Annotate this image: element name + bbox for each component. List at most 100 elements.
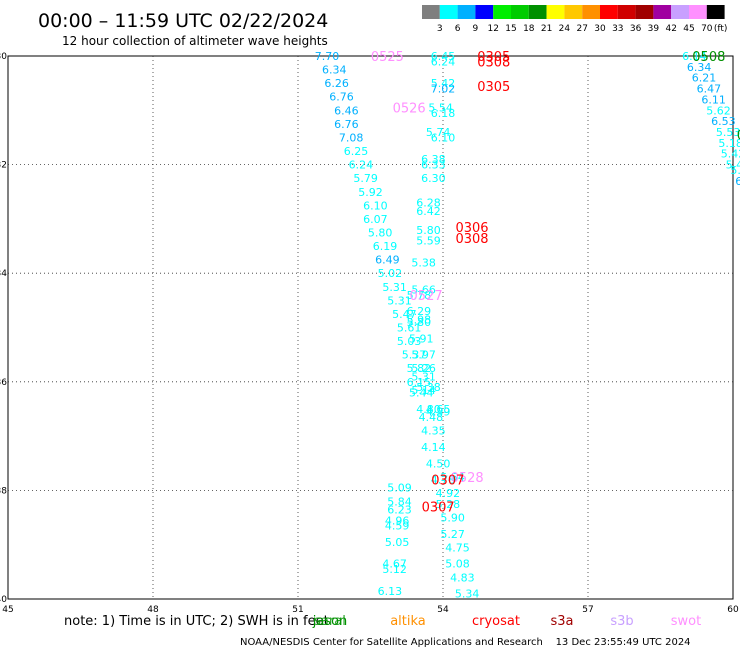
legend-swatch bbox=[422, 5, 440, 19]
swh-value: 6.33 bbox=[421, 159, 446, 172]
swh-value: 5.80 bbox=[407, 316, 432, 329]
pass-time-labels: 0525052605270528030503080305030603080307… bbox=[371, 50, 740, 516]
lon-tick: 51 bbox=[292, 605, 303, 615]
swh-value: 4.83 bbox=[450, 571, 475, 584]
swh-value: 6.21 bbox=[692, 72, 717, 85]
swh-value: 5.82 bbox=[407, 362, 432, 375]
legend-label: 24 bbox=[559, 24, 571, 34]
swh-value: 4.48 bbox=[419, 411, 444, 424]
legend-label: 30 bbox=[594, 24, 606, 34]
swh-value: 6.34 bbox=[687, 61, 712, 74]
swh-value: 6.24 bbox=[431, 55, 456, 68]
swh-value: 6.49 bbox=[375, 254, 400, 267]
pass-time: 05 bbox=[737, 129, 740, 144]
swh-value: 5.80 bbox=[416, 224, 441, 237]
swh-value: 5.47 bbox=[392, 308, 417, 321]
map-subtitle: 12 hour collection of altimeter wave hei… bbox=[62, 34, 328, 48]
pass-time: 0528 bbox=[451, 471, 484, 486]
swh-value: 5.91 bbox=[409, 332, 434, 345]
swh-value: 6.42 bbox=[416, 205, 441, 218]
legend-label: 27 bbox=[576, 24, 587, 34]
swh-value: 5.34 bbox=[455, 588, 480, 601]
legend-label: 42 bbox=[665, 24, 676, 34]
swh-value: 6.47 bbox=[697, 83, 722, 96]
swh-value: 5.02 bbox=[378, 267, 403, 280]
swh-value: 6.18 bbox=[431, 107, 456, 120]
swh-value: 6.24 bbox=[349, 159, 374, 172]
swh-value: 5.08 bbox=[445, 558, 470, 571]
swh-value: 5.05 bbox=[385, 536, 410, 549]
color-scale-legend: 3 6 9 12 15 18 21 24 27 30 33 36 39 42 45 70 (ft) bbox=[422, 5, 727, 34]
satellite-name: jason bbox=[312, 614, 348, 629]
legend-swatch bbox=[617, 5, 636, 19]
swh-value: 6.34 bbox=[322, 64, 347, 77]
lon-tick: 57 bbox=[582, 605, 593, 615]
legend-label: 36 bbox=[630, 24, 642, 34]
legend-swatch bbox=[546, 5, 565, 19]
swh-value: 5.53 bbox=[716, 126, 740, 139]
lon-tick: 45 bbox=[2, 605, 13, 615]
legend-swatch bbox=[457, 5, 476, 19]
swh-value: 4.75 bbox=[445, 541, 470, 554]
swh-value: 6.51 bbox=[735, 175, 740, 188]
swh-value: 7.70 bbox=[315, 50, 340, 63]
swh-value: 5.66 bbox=[411, 283, 436, 296]
legend-label: 12 bbox=[487, 24, 498, 34]
satellite-name: s3a bbox=[550, 614, 573, 629]
lon-tick: 48 bbox=[147, 605, 159, 615]
legend-swatch bbox=[528, 5, 547, 19]
legend-label: 70 bbox=[701, 24, 713, 34]
lat-tick: -32 bbox=[0, 161, 7, 171]
swh-value: 5.38 bbox=[411, 256, 436, 269]
swh-value: 4.14 bbox=[421, 441, 446, 454]
legend-swatch bbox=[564, 5, 583, 19]
swh-value: 4.39 bbox=[426, 406, 451, 419]
swh-value: 5.85 bbox=[730, 164, 740, 177]
swh-value: 5.37 bbox=[402, 349, 427, 362]
swh-value: 5.54 bbox=[440, 471, 465, 484]
swh-value: 6.11 bbox=[701, 93, 726, 106]
swh-value: 5.12 bbox=[382, 563, 407, 576]
swh-value: 6.25 bbox=[344, 145, 369, 158]
latitude-tick-labels: -30 -32 -34 -36 -38 -40 bbox=[0, 52, 7, 605]
legend-label: 39 bbox=[648, 24, 660, 34]
legend-swatch bbox=[706, 5, 725, 19]
swh-value: 5.98 bbox=[407, 313, 432, 326]
swh-value: 5.92 bbox=[358, 186, 383, 199]
legend-swatch bbox=[635, 5, 654, 19]
legend-swatch bbox=[689, 5, 707, 19]
legend-swatch bbox=[493, 5, 511, 19]
lat-tick: -40 bbox=[0, 595, 7, 605]
swh-value: 5.27 bbox=[440, 528, 465, 541]
legend-label: 15 bbox=[505, 24, 516, 34]
legend-swatch bbox=[653, 5, 672, 19]
swh-value: 5.26 bbox=[411, 362, 436, 375]
legend-swatch bbox=[511, 5, 529, 19]
swh-value: 6.46 bbox=[334, 104, 359, 117]
swh-value: 6.38 bbox=[421, 153, 446, 166]
map-title: 00:00 – 11:59 UTC 02/22/2024 bbox=[38, 10, 328, 32]
lat-lon-grid bbox=[8, 56, 733, 599]
lat-tick: -38 bbox=[0, 486, 7, 496]
swh-value: 5.44 bbox=[409, 387, 434, 400]
pass-time: 0305 bbox=[477, 80, 510, 95]
footer-note: note: 1) Time is in UTC; 2) SWH is in fe… bbox=[64, 614, 329, 629]
swh-value: 4.80 bbox=[416, 403, 441, 416]
footer-credit: NOAA/NESDIS Center for Satellite Applica… bbox=[240, 637, 691, 648]
swh-value: 5.80 bbox=[368, 226, 393, 239]
swh-value: 5.62 bbox=[706, 104, 731, 117]
swh-value: 5.03 bbox=[397, 335, 422, 348]
swh-value: 6.13 bbox=[378, 585, 403, 598]
swh-value: 6.19 bbox=[373, 240, 398, 253]
swh-value: 5.61 bbox=[397, 322, 422, 335]
swh-value: 4.50 bbox=[426, 457, 451, 470]
legend-label: 3 bbox=[437, 24, 443, 34]
legend-swatch bbox=[439, 5, 458, 19]
pass-time: 0306 bbox=[455, 221, 488, 236]
swh-value: 5.90 bbox=[440, 512, 465, 525]
lon-tick: 60 bbox=[727, 605, 739, 615]
satellite-name: altika bbox=[390, 614, 426, 629]
swh-value: 5.74 bbox=[426, 126, 451, 139]
satellite-name: saral bbox=[314, 614, 346, 629]
